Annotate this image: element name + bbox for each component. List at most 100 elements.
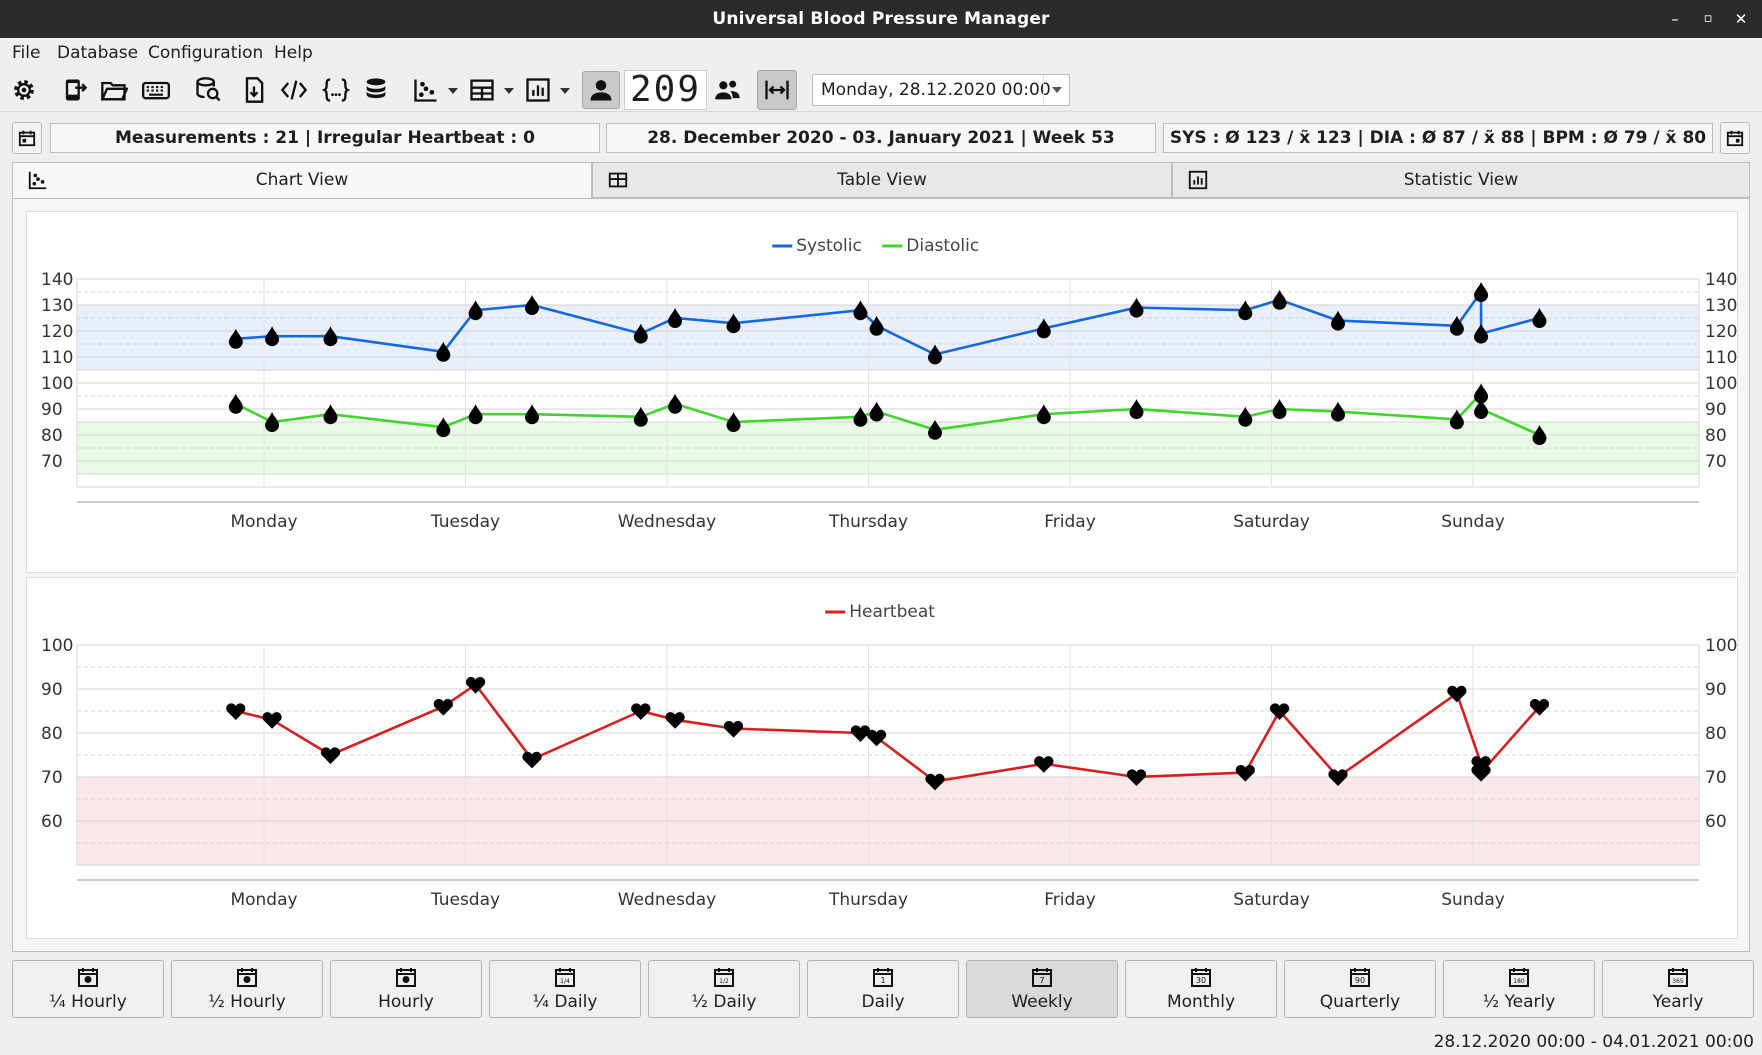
user-1-icon[interactable] — [582, 71, 620, 109]
users-icon[interactable] — [710, 72, 746, 108]
x-tick-label: Saturday — [1233, 512, 1310, 532]
y-tick-label-right: 70 — [1705, 452, 1727, 472]
systolic-point — [726, 313, 741, 334]
y-tick-label-left: 80 — [41, 724, 63, 744]
quarter-day-calendar-icon: 1/4 — [555, 968, 575, 987]
svg-text:365: 365 — [1672, 978, 1684, 985]
period-button-3[interactable]: 1/4 ¼ Daily — [489, 960, 641, 1018]
diastolic-point — [1272, 399, 1287, 419]
period-button-label: Yearly — [1652, 992, 1704, 1012]
period-button-label: Weekly — [1011, 992, 1073, 1012]
systolic-point — [1238, 300, 1253, 321]
heartbeat-point — [262, 712, 282, 729]
systolic-point — [1036, 318, 1051, 339]
period-button-label: Daily — [861, 992, 905, 1012]
y-tick-label-right: 90 — [1705, 680, 1727, 700]
period-button-5[interactable]: 1 Daily — [807, 960, 959, 1018]
menu-bar: File Database Configuration Help — [0, 38, 1762, 68]
diastolic-point — [927, 419, 942, 440]
calendar-forward-icon — [1726, 130, 1744, 147]
statistic-view-icon[interactable] — [520, 72, 556, 108]
calendar-back-icon — [18, 130, 36, 147]
fit-width-icon[interactable] — [757, 70, 797, 110]
period-button-8[interactable]: 90 Quarterly — [1284, 960, 1436, 1018]
period-button-0[interactable]: ¼ Hourly — [12, 960, 164, 1018]
period-button-6[interactable]: 7 Weekly — [966, 960, 1118, 1018]
period-button-9[interactable]: 180 ½ Yearly — [1443, 960, 1595, 1018]
date-selector[interactable]: Monday, 28.12.2020 00:00 — [812, 74, 1070, 106]
period-button-7[interactable]: 30 Monthly — [1125, 960, 1277, 1018]
chart-view-icon[interactable] — [408, 72, 444, 108]
y-tick-label-right: 70 — [1705, 768, 1727, 788]
next-period-button[interactable] — [1720, 122, 1750, 154]
tab-statistic-view[interactable]: Statistic View — [1172, 162, 1750, 198]
period-button-2[interactable]: Hourly — [330, 960, 482, 1018]
systolic-point — [668, 308, 683, 328]
heartbeat-chart: 100 100 90 90 80 80 70 70 60 60 Monday Tuesday Wedne… — [41, 602, 1737, 910]
y-tick-label-left: 140 — [41, 270, 73, 290]
x-tick-label: Thursday — [828, 512, 908, 532]
heartbeat-point — [320, 747, 341, 764]
x-tick-label: Tuesday — [430, 512, 500, 532]
diastolic-point — [524, 404, 539, 425]
period-button-label: ¼ Daily — [532, 992, 598, 1012]
previous-period-button[interactable] — [12, 122, 42, 154]
minimize-button[interactable]: – — [1671, 10, 1679, 28]
chart-view-dropdown-icon[interactable] — [448, 88, 458, 94]
tab-table-view[interactable]: Table View — [592, 162, 1172, 198]
import-device-icon[interactable] — [56, 72, 92, 108]
heartbeat-point — [1447, 685, 1467, 703]
heartbeat-point — [1471, 756, 1491, 773]
y-tick-label-left: 130 — [41, 296, 73, 316]
heartbeat-point — [850, 725, 871, 742]
svg-text:90: 90 — [1355, 976, 1365, 985]
systolic-point — [524, 295, 539, 315]
heartbeat-point — [866, 729, 887, 747]
legend-label: Systolic — [796, 236, 862, 256]
diastolic-point — [1474, 383, 1489, 404]
diastolic-point — [726, 412, 741, 432]
tab-chart-view[interactable]: Chart View — [12, 162, 592, 200]
code-icon[interactable] — [276, 72, 312, 108]
table-icon — [608, 172, 628, 188]
table-view-dropdown-icon[interactable] — [504, 88, 514, 94]
diastolic-point — [1474, 399, 1489, 419]
systolic-point — [265, 326, 280, 347]
date-value: Monday, 28.12.2020 00:00 — [821, 80, 1051, 100]
diastolic-point — [436, 417, 451, 438]
systolic-point — [468, 300, 483, 321]
heartbeat-point — [1235, 764, 1255, 782]
diastolic-point — [1449, 409, 1464, 430]
y-tick-label-right: 100 — [1705, 374, 1737, 394]
table-view-icon[interactable] — [464, 72, 500, 108]
y-tick-label-right: 100 — [1705, 636, 1737, 656]
diastolic-point — [265, 412, 280, 432]
systolic-point — [323, 326, 338, 347]
period-button-10[interactable]: 365 Yearly — [1602, 960, 1754, 1018]
statistic-view-dropdown-icon[interactable] — [560, 88, 570, 94]
svg-text:1/2: 1/2 — [719, 978, 729, 985]
open-folder-icon[interactable] — [96, 72, 132, 108]
close-button[interactable]: ✕ — [1734, 10, 1748, 28]
systolic-point — [1330, 310, 1345, 331]
menu-database[interactable]: Database — [57, 43, 139, 63]
export-file-icon[interactable] — [236, 72, 272, 108]
heartbeat-point — [226, 703, 246, 720]
settings-gear-icon[interactable] — [6, 72, 42, 108]
x-tick-label: Friday — [1044, 890, 1096, 910]
maximize-button[interactable]: ▫ — [1703, 11, 1713, 26]
menu-help[interactable]: Help — [274, 43, 313, 63]
date-dropdown-icon[interactable] — [1043, 75, 1069, 105]
database-icon[interactable] — [358, 72, 394, 108]
database-search-icon[interactable] — [190, 72, 226, 108]
week-calendar-icon: 7 — [1032, 968, 1052, 987]
systolic-point — [927, 344, 942, 365]
period-button-4[interactable]: 1/2 ½ Daily — [648, 960, 800, 1018]
y-tick-label-right: 140 — [1705, 270, 1737, 290]
menu-configuration[interactable]: Configuration — [148, 43, 264, 63]
keyboard-input-icon[interactable] — [138, 72, 174, 108]
menu-file[interactable]: File — [12, 43, 41, 63]
period-button-1[interactable]: ½ Hourly — [171, 960, 323, 1018]
y-tick-label-left: 60 — [41, 812, 63, 832]
json-braces-icon[interactable] — [318, 72, 354, 108]
